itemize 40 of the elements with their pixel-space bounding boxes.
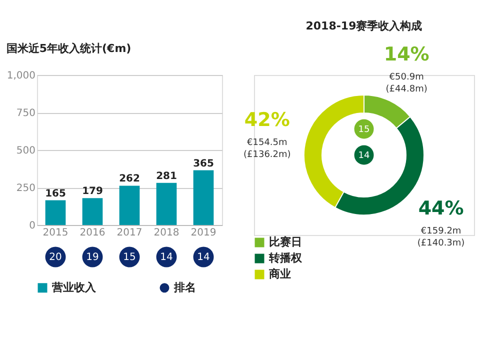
text: 14 — [358, 151, 370, 161]
y-tick-label: 500 — [16, 146, 36, 156]
text: 20 — [49, 252, 62, 263]
data-label: 165 — [45, 188, 66, 200]
bar — [156, 182, 177, 225]
x-tick-label: 2017 — [116, 228, 142, 238]
legend-label: 商业 — [268, 268, 291, 280]
bar — [82, 198, 103, 225]
text: 15 — [358, 125, 370, 135]
text: €159.2m (£140.3m) — [417, 226, 465, 249]
text: €154.5m (£136.2m) — [244, 138, 291, 160]
chart-title: 2018-19赛季收入构成 — [306, 20, 422, 33]
data-label: 44% — [418, 198, 464, 220]
y-tick-label: 0 — [29, 220, 36, 232]
legend-label: 排名 — [173, 280, 196, 294]
y-tick-label: 250 — [16, 183, 36, 194]
x-tick-label: 2019 — [190, 228, 216, 238]
x-tick-label: 2016 — [80, 228, 106, 238]
x-tick-label: 2018 — [154, 228, 180, 238]
bar — [193, 170, 214, 225]
data-label: 14% — [384, 44, 430, 66]
text: €50.9m (£44.8m) — [386, 72, 428, 95]
text: 19 — [86, 252, 99, 263]
legend-label: 营业收入 — [51, 280, 97, 294]
chart-title: 国米近5年收入统计(€m) — [6, 42, 132, 55]
data-label: 365 — [193, 158, 214, 170]
legend-label: 比赛日 — [269, 236, 302, 248]
x-tick-label: 2015 — [42, 228, 68, 238]
text: 14 — [160, 252, 173, 263]
bar — [119, 186, 140, 225]
text: 15 — [123, 252, 136, 263]
data-label: 179 — [82, 186, 103, 198]
data-label: 42% — [244, 109, 290, 132]
legend-label: 转播权 — [268, 252, 303, 264]
y-tick-label: 750 — [16, 108, 36, 119]
bar — [45, 200, 66, 225]
y-tick-label: 1,000 — [6, 70, 36, 82]
text: 14 — [197, 252, 210, 263]
data-label: 262 — [119, 174, 140, 185]
data-label: 281 — [156, 170, 177, 182]
